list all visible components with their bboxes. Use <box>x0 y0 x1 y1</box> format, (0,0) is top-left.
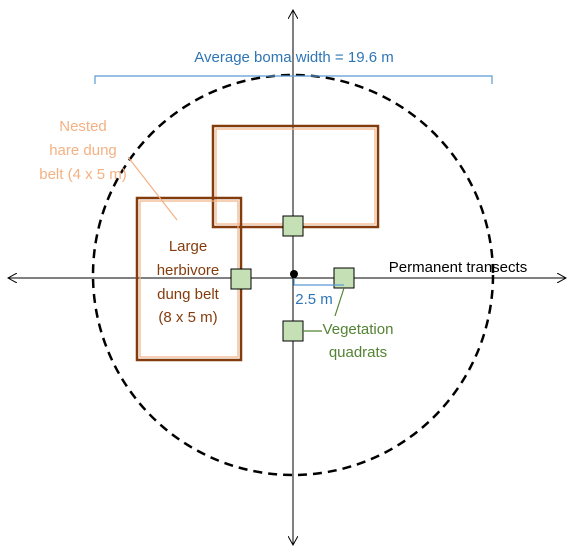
quadrat-leader <box>334 287 345 317</box>
centre-point <box>290 270 298 278</box>
herbivore-label: dung belt <box>157 286 220 303</box>
width-bracket <box>94 75 493 84</box>
quadrat-label: quadrats <box>329 344 387 361</box>
quadrat <box>282 320 304 342</box>
quadrat-label: Vegetation <box>323 321 394 338</box>
hare-label: hare dung <box>49 142 117 159</box>
herbivore-belt <box>135 196 243 362</box>
transects-label: Permanent transects <box>389 259 527 276</box>
hare-label: Nested <box>59 118 107 135</box>
distance-label: 2.5 m <box>295 291 333 308</box>
herbivore-label: herbivore <box>157 262 220 279</box>
distance-line <box>293 278 344 286</box>
hare-leader <box>127 156 178 221</box>
quadrat <box>282 215 304 237</box>
boma-circle <box>91 73 495 477</box>
quadrat <box>230 268 252 290</box>
herbivore-label: (8 x 5 m) <box>158 309 217 326</box>
hare-label: belt (4 x 5 m) <box>39 166 127 183</box>
title: Average boma width = 19.6 m <box>194 49 393 66</box>
herbivore-label: Large <box>169 238 207 255</box>
